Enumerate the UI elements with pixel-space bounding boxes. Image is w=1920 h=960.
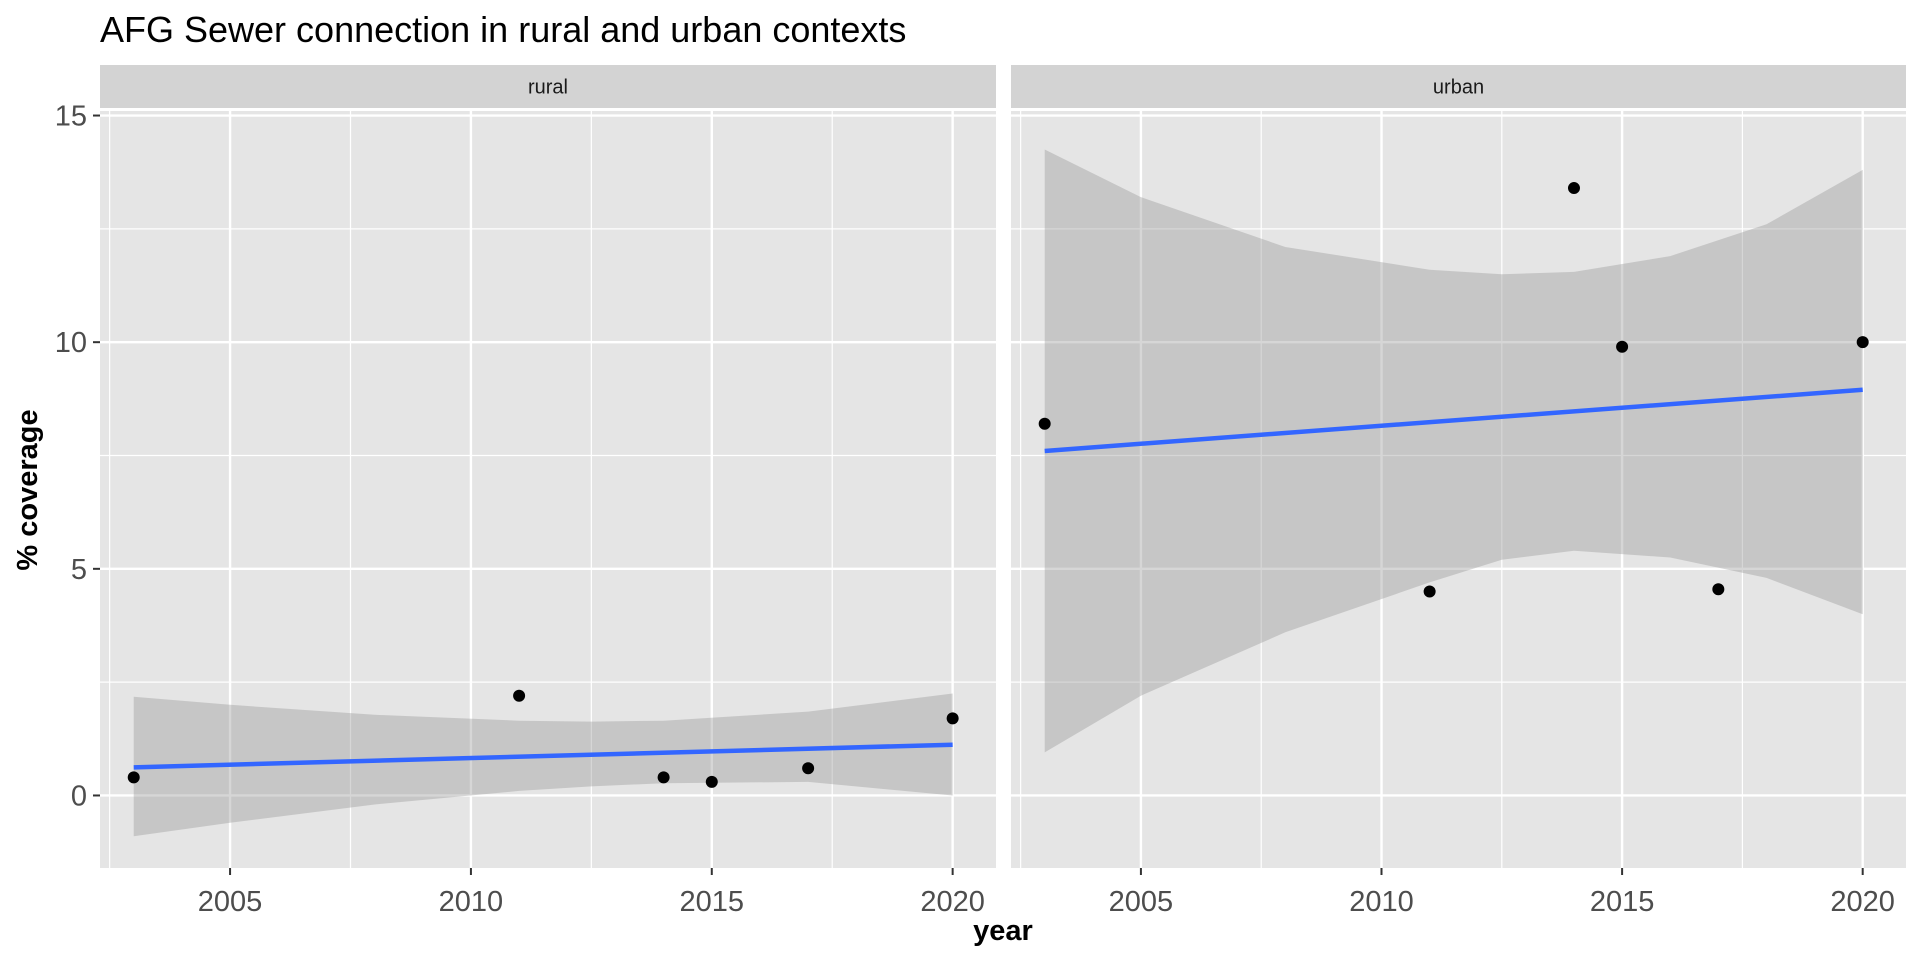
- panel-background: [1011, 111, 1906, 868]
- strip-label-rural: rural: [528, 77, 568, 99]
- data-point: [802, 762, 815, 775]
- x-tick-label: 2015: [1590, 886, 1655, 918]
- y-tick-label: 10: [55, 327, 87, 359]
- fit-line-rural: [133, 742, 953, 770]
- strip-label-urban: urban: [1433, 77, 1484, 99]
- data-point: [1423, 585, 1436, 598]
- x-tick-label: 2005: [198, 886, 263, 918]
- x-tick-label: 2010: [1349, 886, 1414, 918]
- confidence-band-rural: [133, 693, 953, 837]
- chart-title: AFG Sewer connection in rural and urban …: [100, 9, 906, 50]
- y-tick-label: 15: [55, 101, 87, 133]
- data-point: [127, 771, 140, 784]
- y-tick-label: 0: [71, 780, 87, 812]
- x-tick-label: 2020: [1830, 886, 1895, 918]
- strip-background: [1011, 65, 1906, 108]
- data-point: [705, 775, 718, 788]
- facet-panel-urban: urban 2005 2010 2015 2020: [1011, 65, 1906, 918]
- panel-background: [100, 111, 996, 868]
- data-point: [1567, 182, 1580, 195]
- y-axis-title: % coverage: [12, 409, 44, 570]
- data-point: [513, 689, 526, 702]
- y-tick-label: 5: [71, 554, 87, 586]
- data-point: [1616, 340, 1629, 353]
- data-point: [946, 712, 959, 725]
- strip-background: [100, 65, 996, 108]
- x-axis-title: year: [973, 915, 1033, 947]
- data-point: [1712, 583, 1725, 596]
- data-point: [1856, 336, 1869, 349]
- x-tick-label: 2020: [920, 886, 985, 918]
- data-point: [657, 771, 670, 784]
- confidence-band-urban: [1044, 149, 1863, 753]
- facet-panel-rural: rural 2005 2010 2015 2020 0 5 10 15: [55, 65, 996, 918]
- x-tick-label: 2005: [1109, 886, 1174, 918]
- x-tick-label: 2010: [439, 886, 504, 918]
- fit-line-urban: [1044, 387, 1863, 454]
- data-point: [1038, 417, 1051, 430]
- x-tick-label: 2015: [680, 886, 745, 918]
